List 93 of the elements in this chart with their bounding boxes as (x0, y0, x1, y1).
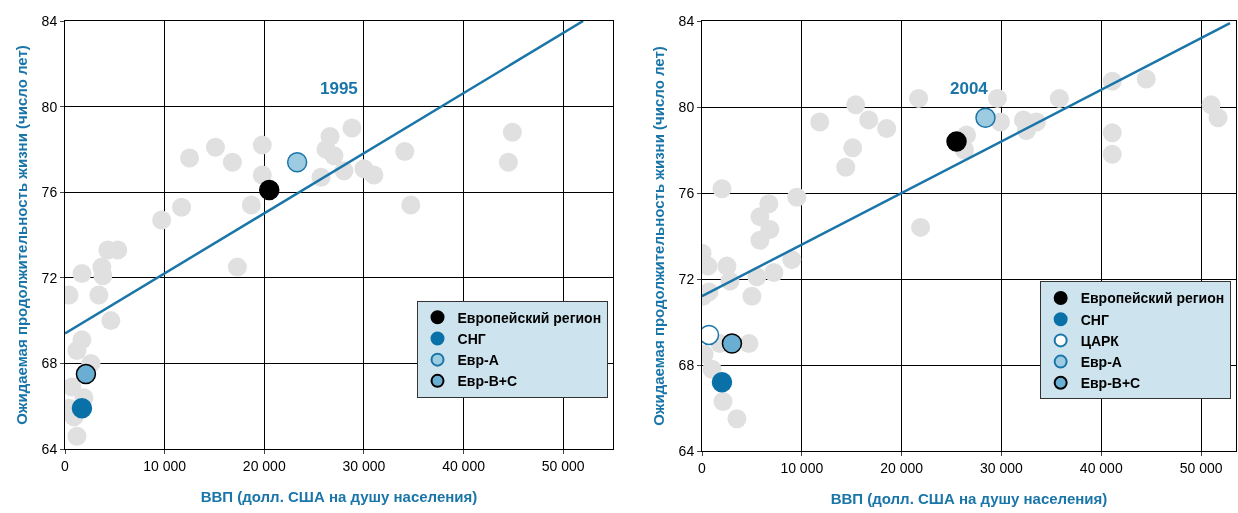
point (152, 210, 172, 230)
point (810, 112, 830, 132)
x-tick-label: 20 000 (880, 459, 924, 476)
point (222, 152, 242, 172)
y-tick-label: 68 (41, 355, 58, 372)
y-tick-label: 64 (41, 440, 58, 457)
point (946, 131, 967, 152)
point (846, 95, 866, 115)
point (843, 138, 863, 158)
point (836, 157, 856, 177)
legend-label: Евр-А (457, 352, 499, 369)
x-tick-label: 50 000 (1179, 459, 1223, 476)
y-tick-label: 72 (678, 270, 695, 287)
legend-label: Европейский регион (1080, 290, 1225, 307)
point (764, 263, 784, 283)
legend-label: Евр-B+C (457, 373, 518, 390)
point (342, 118, 362, 138)
point (172, 197, 192, 217)
y-tick-label: 76 (678, 184, 695, 201)
point (364, 165, 384, 185)
point (498, 152, 518, 172)
point (711, 371, 733, 393)
point (911, 217, 931, 237)
point (252, 165, 272, 185)
legend-label: СНГ (1080, 311, 1109, 328)
point (324, 146, 344, 166)
legend-label: СНГ (457, 330, 486, 347)
point (727, 409, 747, 429)
point (71, 398, 93, 419)
point (1208, 108, 1228, 128)
point (859, 110, 879, 130)
point (909, 88, 929, 108)
point (89, 285, 109, 305)
y-tick-label: 80 (41, 98, 58, 115)
point (750, 230, 770, 250)
point (787, 187, 807, 207)
x-tick-label: 40 000 (1079, 459, 1123, 476)
y-tick-label: 80 (678, 98, 695, 115)
point (782, 250, 802, 270)
point (286, 151, 308, 173)
y-tick-label: 76 (41, 184, 58, 201)
point (180, 148, 200, 168)
point (742, 286, 762, 306)
x-tick-label: 10 000 (780, 459, 824, 476)
x-tick-label: 10 000 (143, 457, 187, 474)
legend-label: ЦАРК (1080, 332, 1120, 349)
point (67, 426, 87, 446)
x-tick-label: 40 000 (442, 457, 486, 474)
point (72, 264, 92, 284)
point (75, 363, 97, 385)
x-axis-title: ВВП (долл. США на душу населения) (200, 487, 478, 505)
point (241, 195, 261, 215)
legend-label: Евр-А (1080, 354, 1122, 371)
x-tick-label: 30 000 (980, 459, 1024, 476)
x-tick-label: 50 000 (541, 457, 585, 474)
legend-label: Евр-B+C (1080, 375, 1141, 392)
point (401, 195, 421, 215)
x-tick-label: 30 000 (342, 457, 386, 474)
x-tick-label: 20 000 (242, 457, 286, 474)
point (702, 324, 720, 346)
point (259, 179, 280, 201)
point (1136, 69, 1156, 89)
point (987, 88, 1007, 108)
point (205, 137, 225, 157)
point (975, 107, 996, 128)
point (713, 392, 733, 412)
point (101, 311, 121, 331)
y-tick-label: 64 (678, 442, 695, 459)
y-tick-label: 68 (678, 356, 695, 373)
legend-label: Европейский регион (457, 309, 602, 326)
point (721, 333, 743, 354)
y-axis-title: Ожидаемая продолжительность жизни (число лет) (12, 45, 30, 425)
point (67, 341, 87, 361)
point (395, 142, 415, 162)
point (1049, 88, 1069, 108)
y-tick-label: 84 (678, 12, 695, 29)
point (1102, 123, 1122, 143)
point (1102, 144, 1122, 164)
point (502, 122, 522, 142)
point (227, 257, 247, 277)
point (712, 179, 732, 199)
text: 2004 (950, 79, 989, 98)
y-tick-label: 84 (41, 12, 58, 29)
y-axis-title: Ожидаемая продолжительность жизни (число лет) (649, 46, 667, 426)
point (739, 334, 759, 353)
x-tick-label: 0 (698, 459, 707, 476)
text: 1995 (320, 79, 358, 98)
x-axis-title: ВВП (долл. США на душу населения) (830, 489, 1108, 507)
x-tick-label: 0 (61, 457, 70, 474)
point (759, 194, 779, 214)
point (877, 119, 897, 138)
y-tick-label: 72 (41, 269, 58, 286)
point (252, 135, 272, 155)
